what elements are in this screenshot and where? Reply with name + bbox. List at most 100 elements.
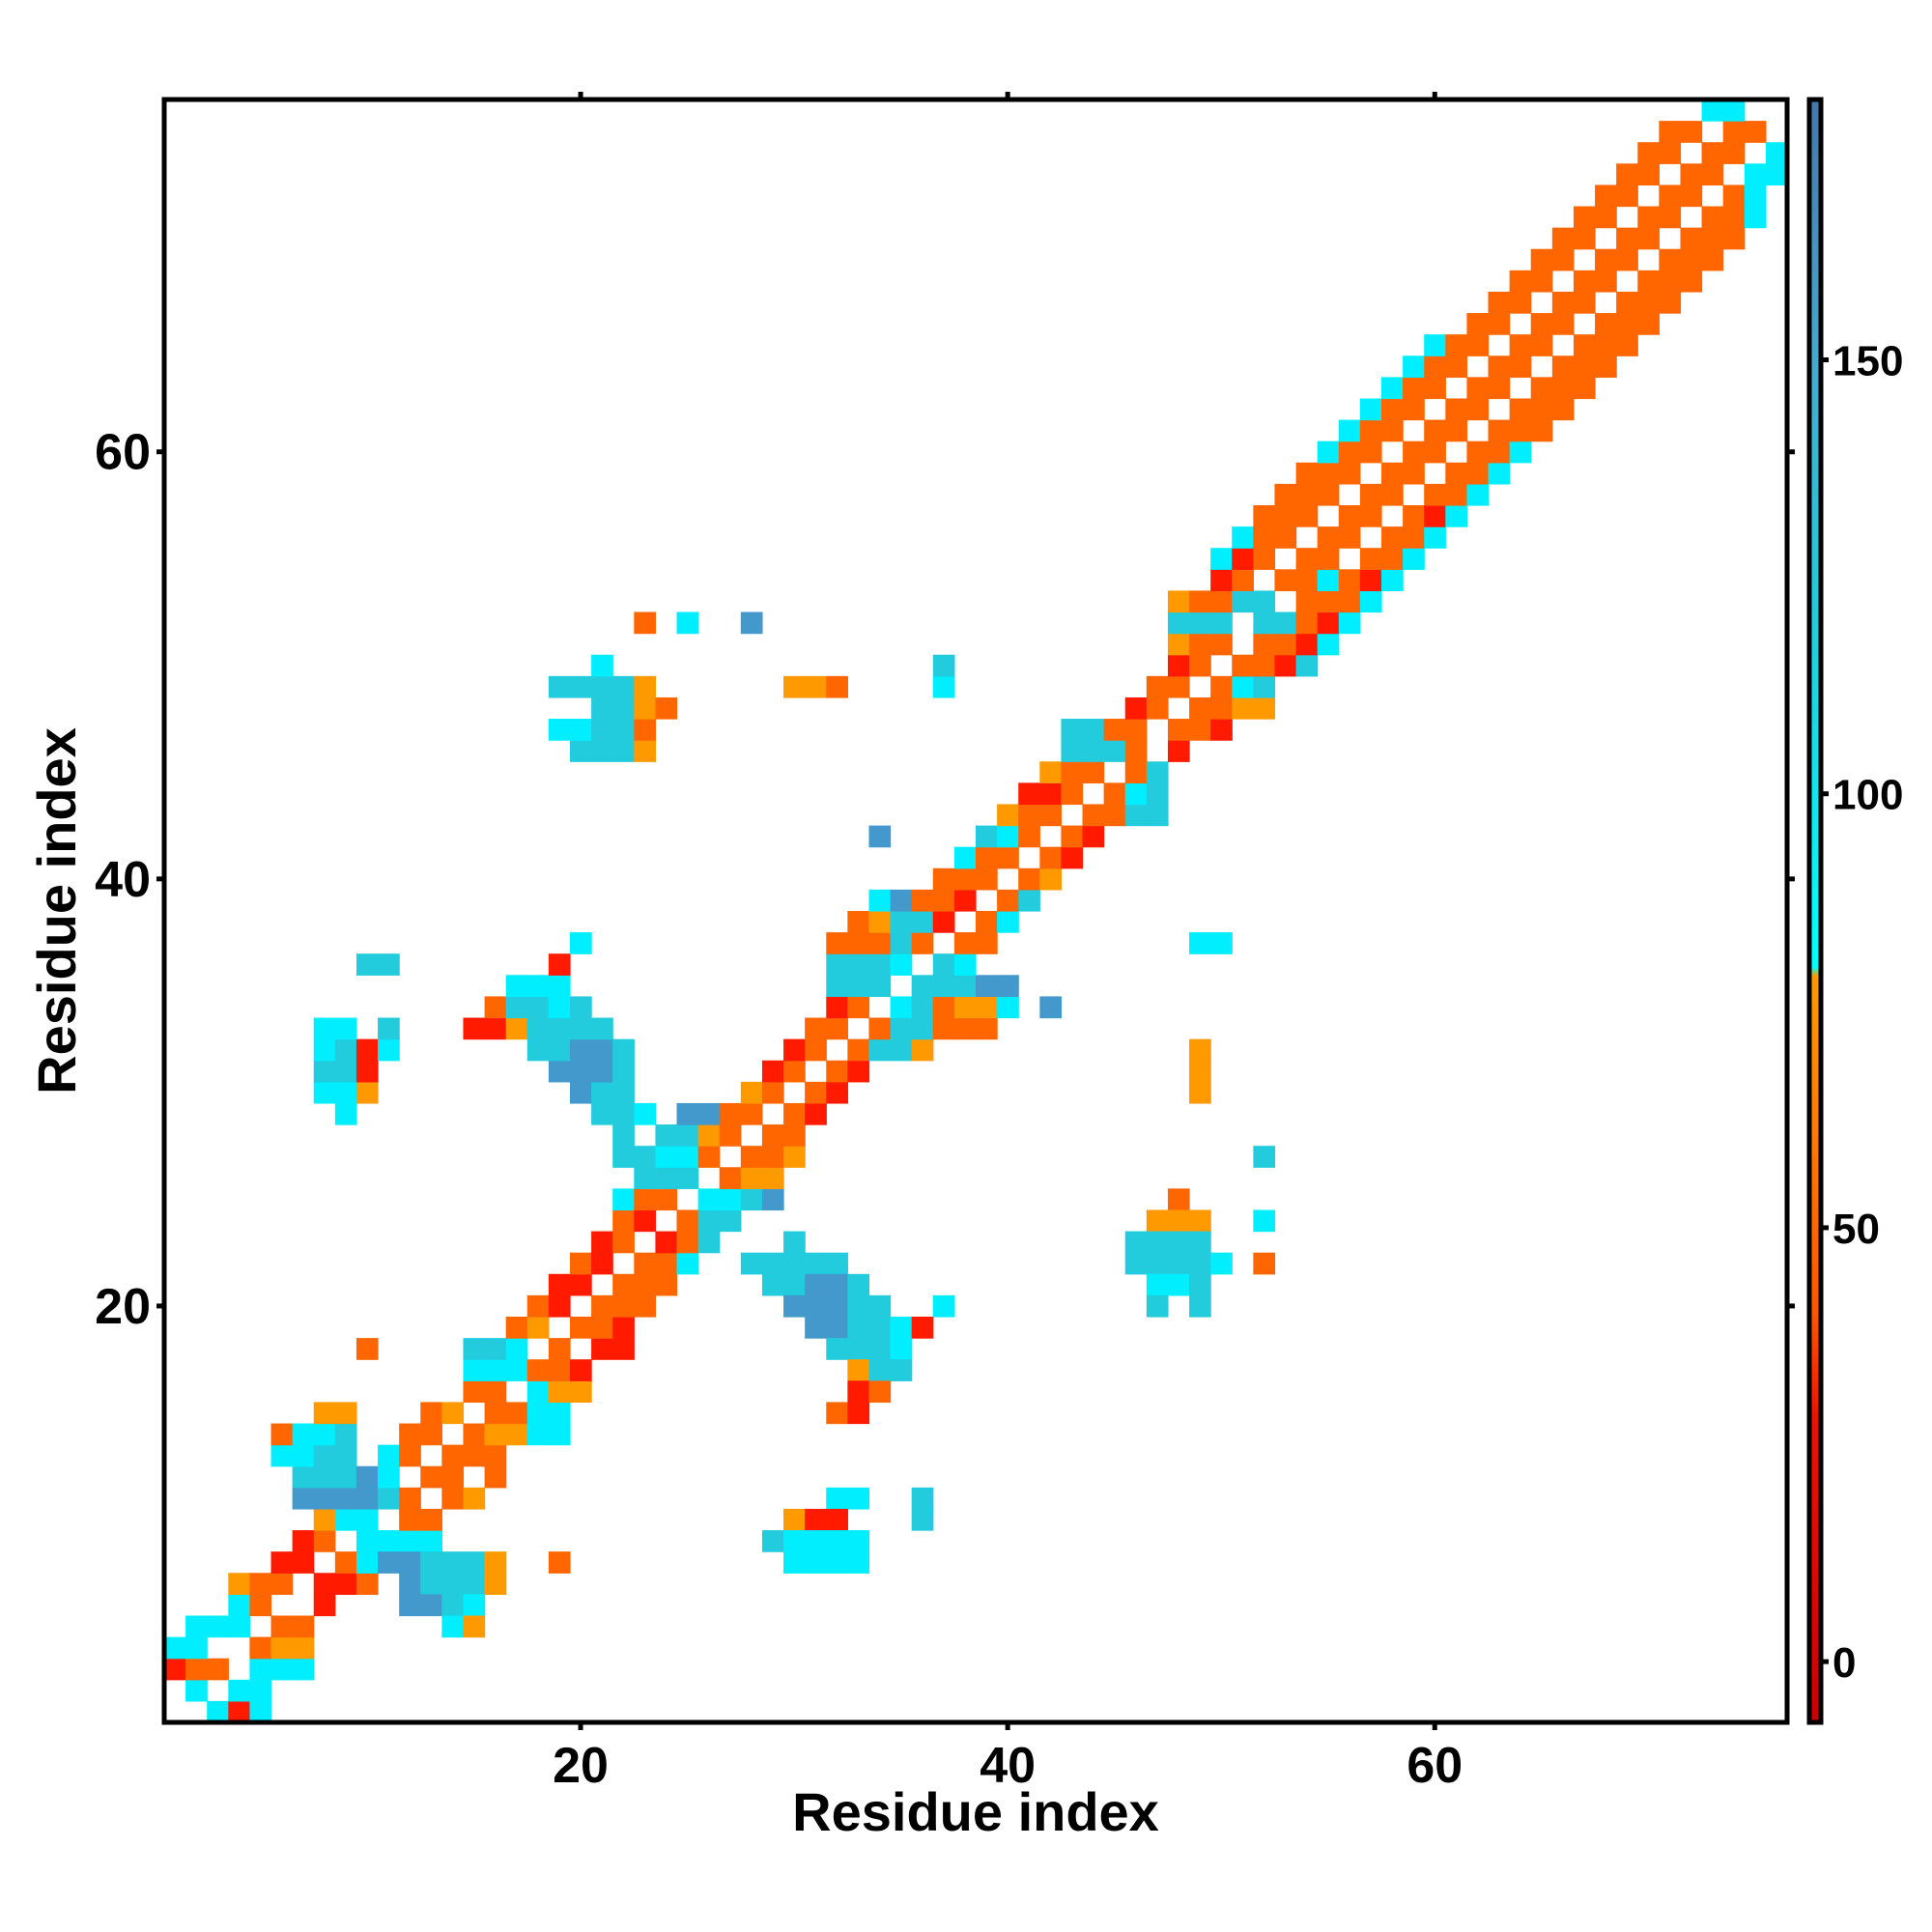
heatmap-cell <box>1424 377 1446 400</box>
heatmap-cell <box>761 1146 784 1168</box>
heatmap-cell <box>1039 782 1063 806</box>
heatmap-cell <box>1317 526 1340 549</box>
heatmap-cell <box>548 1060 571 1083</box>
heatmap-cell <box>1124 1231 1148 1254</box>
heatmap-cell <box>526 1017 550 1040</box>
heatmap-cell <box>1317 633 1340 656</box>
heatmap-cell <box>1253 1252 1276 1275</box>
heatmap-cell <box>1637 270 1660 293</box>
heatmap-cell <box>1189 696 1211 720</box>
heatmap-cell <box>761 1124 784 1147</box>
heatmap-cell <box>1616 185 1638 208</box>
heatmap-cell <box>570 932 592 954</box>
heatmap-cell <box>1595 355 1617 378</box>
heatmap-cell <box>1338 590 1361 613</box>
heatmap-cell <box>1274 526 1297 549</box>
heatmap-cell <box>1359 440 1382 464</box>
heatmap-cell <box>1232 548 1254 570</box>
heatmap-cell <box>719 1167 742 1189</box>
heatmap-cell <box>355 1551 379 1574</box>
y-tick-label: 20 <box>95 1279 151 1335</box>
heatmap-cell <box>1061 782 1084 806</box>
heatmap-cell <box>292 1530 315 1552</box>
heatmap-cell <box>355 1060 379 1083</box>
heatmap-cell <box>868 1317 892 1339</box>
heatmap-cell <box>740 1102 763 1125</box>
heatmap-cell <box>1616 334 1638 356</box>
heatmap-cell <box>1445 334 1468 356</box>
colorbar <box>1806 97 1824 1725</box>
heatmap-cell <box>228 1573 251 1595</box>
heatmap-cell <box>1338 505 1361 527</box>
heatmap-cell <box>655 1252 678 1275</box>
heatmap-cell <box>334 1444 357 1467</box>
heatmap-cell <box>1232 675 1254 698</box>
heatmap-cell <box>826 1017 848 1040</box>
heatmap-cell <box>826 1317 848 1339</box>
heatmap-cell <box>612 1317 635 1339</box>
heatmap-cell <box>1253 590 1276 613</box>
heatmap-cell <box>484 1402 507 1425</box>
heatmap-cell <box>868 1294 892 1318</box>
heatmap-cell <box>1573 206 1596 229</box>
heatmap-cell <box>1124 804 1148 827</box>
heatmap-cell <box>1403 462 1425 485</box>
heatmap-cell <box>463 1487 486 1510</box>
heatmap-cell <box>783 1102 806 1125</box>
heatmap-cell <box>847 953 870 976</box>
heatmap-cell <box>783 1038 806 1062</box>
heatmap-cell <box>484 996 507 1019</box>
heatmap-cell <box>591 740 613 762</box>
heatmap-cell <box>783 1530 806 1552</box>
heatmap-cell <box>1061 761 1084 783</box>
heatmap-cell <box>1466 334 1490 356</box>
heatmap-cell <box>334 1465 357 1489</box>
heatmap-cell <box>676 1102 699 1125</box>
heatmap-cell <box>740 611 763 635</box>
heatmap-cell <box>612 1102 635 1125</box>
heatmap-cell <box>441 1487 465 1510</box>
heatmap-cell <box>1210 932 1233 954</box>
heatmap-cell <box>805 1294 827 1318</box>
heatmap-cell <box>1424 355 1446 378</box>
heatmap-cell <box>911 996 934 1019</box>
heatmap-cell <box>1146 1231 1169 1254</box>
heatmap-cell <box>355 1038 379 1062</box>
heatmap-cell <box>847 975 870 998</box>
heatmap-cell <box>783 1294 806 1318</box>
heatmap-cell <box>976 846 998 869</box>
heatmap-cell <box>1659 248 1682 271</box>
heatmap-cell <box>719 1188 742 1211</box>
heatmap-cell <box>932 1294 955 1318</box>
heatmap-cell <box>1424 526 1446 549</box>
heatmap-cell <box>526 1380 550 1404</box>
heatmap-cell <box>313 1530 336 1552</box>
heatmap-cell <box>1403 505 1425 527</box>
heatmap-cell <box>676 611 699 635</box>
heatmap-cell <box>548 1551 571 1574</box>
heatmap-cell <box>463 1573 486 1595</box>
heatmap-cell <box>1189 1252 1211 1275</box>
heatmap-cell <box>1039 867 1063 891</box>
heatmap-cell <box>634 719 657 741</box>
heatmap-cell <box>697 1146 721 1168</box>
heatmap-cell <box>1424 440 1446 464</box>
heatmap-cell <box>1210 633 1233 656</box>
heatmap-cell <box>1253 633 1276 656</box>
heatmap-cell <box>1765 142 1788 164</box>
heatmap-cell <box>1381 526 1404 549</box>
heatmap-cell <box>932 675 955 698</box>
heatmap-cell <box>1551 355 1575 378</box>
heatmap-cell <box>1039 804 1063 827</box>
heatmap-cell <box>890 953 913 976</box>
heatmap-cell <box>1317 569 1340 592</box>
heatmap-cell <box>1551 398 1575 421</box>
heatmap-cell <box>655 1273 678 1296</box>
heatmap-cell <box>1381 398 1404 421</box>
heatmap-cell <box>270 1573 294 1595</box>
heatmap-cell <box>591 1252 613 1275</box>
heatmap-cell <box>270 1658 294 1681</box>
heatmap-cell <box>399 1444 421 1467</box>
heatmap-cell <box>634 1252 657 1275</box>
heatmap-cell <box>1488 419 1511 442</box>
